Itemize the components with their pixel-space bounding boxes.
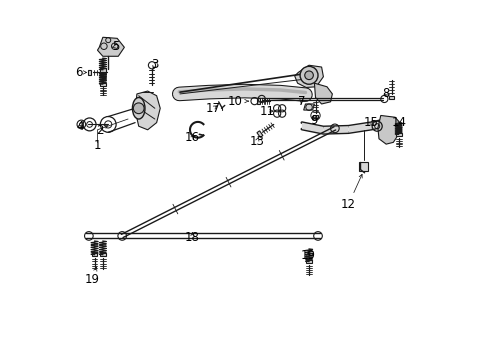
Polygon shape <box>314 83 332 104</box>
Polygon shape <box>294 65 323 87</box>
Text: 16: 16 <box>184 131 200 144</box>
Text: 14: 14 <box>391 116 406 129</box>
Polygon shape <box>135 91 160 130</box>
Text: 10: 10 <box>227 95 248 108</box>
Text: 6: 6 <box>75 66 86 79</box>
Polygon shape <box>100 68 105 72</box>
Polygon shape <box>395 133 401 136</box>
Text: 3: 3 <box>151 58 158 71</box>
Polygon shape <box>305 260 311 263</box>
Polygon shape <box>388 96 394 99</box>
Circle shape <box>300 66 317 84</box>
Polygon shape <box>303 104 314 110</box>
Polygon shape <box>100 253 105 256</box>
Text: 19: 19 <box>300 249 315 262</box>
Polygon shape <box>312 115 318 118</box>
Text: 19: 19 <box>84 267 100 286</box>
Polygon shape <box>323 126 348 134</box>
Polygon shape <box>88 69 91 75</box>
Polygon shape <box>359 162 367 171</box>
Polygon shape <box>348 123 371 133</box>
Polygon shape <box>301 123 323 134</box>
Text: 12: 12 <box>340 174 362 211</box>
Text: 18: 18 <box>184 231 200 244</box>
Text: 11: 11 <box>259 105 274 118</box>
Ellipse shape <box>132 98 144 119</box>
Text: 1: 1 <box>94 139 101 152</box>
Text: 9: 9 <box>310 114 318 127</box>
Text: 4: 4 <box>77 121 84 134</box>
Polygon shape <box>100 83 105 86</box>
Text: 8: 8 <box>382 87 389 100</box>
Text: 15: 15 <box>363 116 377 129</box>
Text: 2: 2 <box>97 124 107 137</box>
Text: 17: 17 <box>205 102 220 115</box>
Circle shape <box>304 71 313 80</box>
Text: 13: 13 <box>249 135 264 148</box>
Text: 7: 7 <box>298 95 305 108</box>
Polygon shape <box>97 37 124 56</box>
Polygon shape <box>256 131 263 138</box>
Polygon shape <box>92 253 97 256</box>
Polygon shape <box>377 116 400 144</box>
Polygon shape <box>256 98 259 104</box>
Text: 5: 5 <box>111 40 119 53</box>
Circle shape <box>133 103 144 114</box>
Polygon shape <box>371 120 384 129</box>
